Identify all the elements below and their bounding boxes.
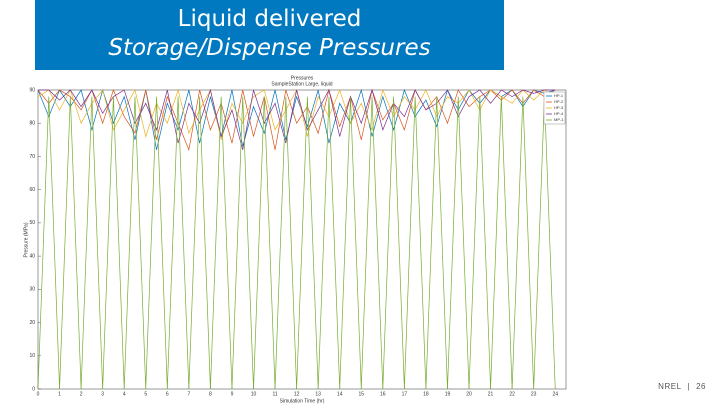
x-tick-label: 17: [402, 391, 408, 397]
chart-subtitle: SampleStation Large, liquid: [271, 81, 332, 87]
slide-title: Liquid delivered: [177, 6, 362, 32]
legend-label: MP-1: [554, 117, 564, 122]
page-number: 26: [696, 382, 706, 391]
legend-label: HP-4: [554, 111, 564, 116]
title-banner: Liquid delivered Storage/Dispense Pressu…: [35, 0, 504, 70]
x-tick-label: 2: [80, 391, 83, 397]
x-tick-label: 14: [337, 391, 343, 397]
x-tick-label: 9: [231, 391, 234, 397]
footer-sep: |: [687, 382, 691, 391]
y-axis-label: Pressure (MPa): [23, 222, 29, 257]
x-tick-label: 21: [488, 391, 494, 397]
x-tick-label: 5: [144, 391, 147, 397]
legend-label: HP-3: [554, 105, 564, 110]
legend-label: HP-2: [554, 99, 564, 104]
series-line: [37, 88, 556, 152]
footer: NREL | 26: [652, 382, 706, 391]
slide-subtitle: Storage/Dispense Pressures: [108, 35, 431, 61]
y-tick-label: 10: [29, 353, 35, 359]
y-tick-label: 40: [29, 253, 35, 259]
x-tick-label: 13: [315, 391, 321, 397]
chart-title: Pressures: [291, 75, 314, 81]
x-tick-label: 20: [466, 391, 472, 397]
plot-frame: [37, 89, 567, 390]
y-tick-label: 30: [29, 287, 35, 293]
x-tick-label: 8: [209, 391, 212, 397]
series-line: [38, 88, 556, 150]
y-tick-label: 0: [32, 386, 35, 392]
x-tick-label: 6: [166, 391, 169, 397]
x-tick-label: 15: [358, 391, 364, 397]
x-tick-label: 1: [58, 391, 61, 397]
x-tick-label: 24: [552, 391, 558, 397]
x-tick-label: 16: [380, 391, 386, 397]
x-axis-label: Simulation Time (hr): [280, 398, 325, 404]
y-tick-label: 20: [29, 320, 35, 326]
x-tick-label: 10: [251, 391, 257, 397]
y-tick-label: 60: [29, 187, 35, 193]
x-tick-label: 19: [445, 391, 451, 397]
y-tick-label: 50: [29, 220, 35, 226]
x-tick-label: 4: [123, 391, 126, 397]
x-tick-label: 3: [101, 391, 104, 397]
x-tick-label: 11: [272, 391, 277, 397]
y-tick-label: 90: [29, 87, 35, 93]
footer-org: NREL: [658, 382, 682, 391]
x-tick-label: 22: [509, 391, 515, 397]
x-tick-label: 23: [531, 391, 537, 397]
legend-label: HP-1: [554, 93, 564, 98]
x-tick-label: 12: [294, 391, 300, 397]
x-tick-label: 0: [37, 391, 40, 397]
y-tick-label: 70: [29, 154, 35, 160]
legend-box: [543, 91, 566, 125]
x-tick-label: 18: [423, 391, 429, 397]
series-line: [37, 96, 556, 390]
y-tick-label: 80: [29, 121, 35, 127]
x-tick-label: 7: [187, 391, 190, 397]
